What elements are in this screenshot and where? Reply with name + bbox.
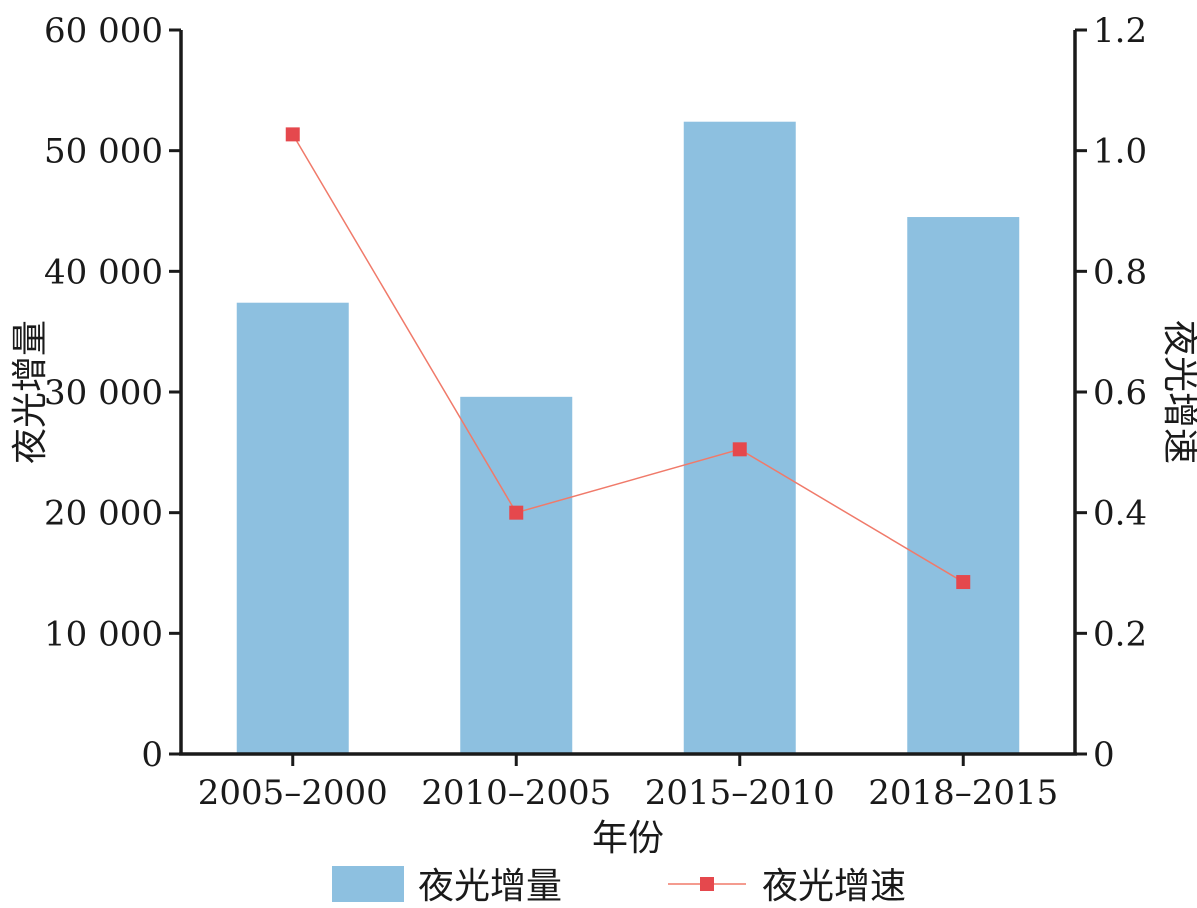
y-axis-title: 夜光增量	[10, 320, 51, 464]
y-tick-label: 20 000	[44, 494, 163, 534]
x-axis-title: 年份	[592, 818, 664, 859]
legend-label-bar: 夜光增量	[418, 866, 562, 907]
y2-tick-label: 1.2	[1093, 11, 1147, 51]
y-tick-label: 60 000	[44, 11, 163, 51]
axes-layer: 0 10 000 20 000 30 000 40 000 50 000 60 000 0 0.…	[44, 11, 1147, 813]
y2-tick-label: 0.6	[1093, 373, 1147, 413]
bar-4	[907, 217, 1020, 755]
growth-rate-point-4	[956, 575, 971, 590]
bar-1	[236, 302, 349, 754]
x-tick-label: 2018–2015	[868, 773, 1058, 813]
legend-label-line: 夜光增速	[762, 866, 906, 907]
y-tick-label: 40 000	[44, 252, 163, 292]
growth-rate-point-2	[509, 505, 524, 520]
y-tick-label: 10 000	[44, 614, 163, 654]
y2-tick-label: 0.8	[1093, 252, 1147, 292]
bar-2	[460, 396, 573, 754]
y2-tick-label: 0.2	[1093, 614, 1147, 654]
legend-swatch-marker	[700, 877, 714, 891]
x-tick-label: 2005–2000	[198, 773, 388, 813]
y-tick-label: 30 000	[44, 373, 163, 413]
y2-tick-label: 1.0	[1093, 132, 1147, 172]
y-tick-label: 50 000	[44, 132, 163, 172]
bars-layer	[236, 121, 1020, 755]
bar-3	[683, 121, 796, 754]
growth-rate-point-3	[732, 442, 747, 457]
legend-swatch-bar	[332, 866, 404, 902]
x-tick-label: 2015–2010	[645, 773, 835, 813]
x-tick-label: 2010–2005	[421, 773, 611, 813]
growth-rate-line	[292, 133, 964, 583]
growth-rate-point-1	[285, 127, 300, 142]
legend: 夜光增量 夜光增速	[332, 866, 906, 907]
line-layer	[285, 127, 971, 590]
y2-tick-label: 0.4	[1093, 494, 1147, 534]
y2-tick-label: 0	[1093, 735, 1115, 775]
y-tick-label: 0	[141, 735, 163, 775]
y2-axis-title: 夜光增速	[1159, 320, 1197, 464]
